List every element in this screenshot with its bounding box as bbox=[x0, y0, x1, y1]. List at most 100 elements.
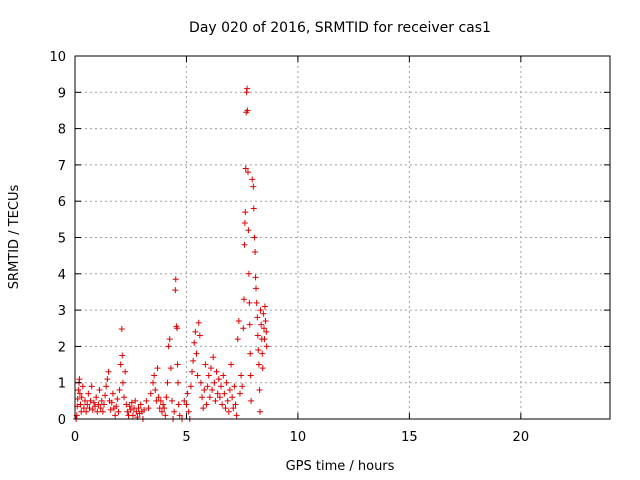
data-point-0-160 bbox=[244, 85, 251, 92]
data-point-0-98 bbox=[176, 412, 183, 419]
grid-lines bbox=[75, 56, 610, 419]
y-tick-label-1: 1 bbox=[58, 377, 66, 392]
data-point-0-131 bbox=[216, 394, 223, 401]
data-point-0-122 bbox=[206, 394, 213, 401]
data-point-0-111 bbox=[194, 372, 201, 379]
data-point-0-116 bbox=[200, 405, 207, 412]
data-point-0-194 bbox=[263, 328, 270, 335]
data-point-0-62 bbox=[135, 405, 142, 412]
data-point-0-151 bbox=[239, 383, 246, 390]
data-point-0-95 bbox=[174, 361, 181, 368]
data-point-0-133 bbox=[219, 401, 226, 408]
data-point-0-185 bbox=[258, 321, 265, 328]
data-point-0-117 bbox=[201, 386, 208, 393]
data-point-0-165 bbox=[246, 299, 253, 306]
data-point-0-105 bbox=[187, 383, 194, 390]
data-point-0-3 bbox=[74, 396, 81, 403]
data-point-0-166 bbox=[246, 321, 253, 328]
data-point-0-71 bbox=[150, 379, 157, 386]
data-point-0-34 bbox=[105, 368, 112, 375]
data-point-0-44 bbox=[116, 386, 123, 393]
data-point-0-180 bbox=[255, 347, 262, 354]
data-point-0-14 bbox=[83, 408, 90, 415]
data-point-0-134 bbox=[220, 372, 227, 379]
data-point-0-132 bbox=[218, 383, 225, 390]
data-point-0-173 bbox=[251, 234, 258, 241]
y-tick-label-8: 8 bbox=[58, 123, 66, 138]
data-point-0-127 bbox=[212, 397, 219, 404]
data-point-0-30 bbox=[100, 401, 107, 408]
data-point-0-92 bbox=[172, 276, 179, 283]
data-point-0-21 bbox=[90, 399, 97, 406]
data-point-0-114 bbox=[197, 379, 204, 386]
data-point-0-75 bbox=[154, 365, 161, 372]
data-point-0-167 bbox=[247, 350, 254, 357]
data-point-0-135 bbox=[221, 390, 228, 397]
data-point-0-113 bbox=[196, 332, 203, 339]
data-point-0-47 bbox=[119, 352, 126, 359]
data-point-0-16 bbox=[85, 390, 92, 397]
data-point-0-181 bbox=[255, 361, 262, 368]
data-point-0-22 bbox=[92, 403, 99, 410]
data-point-0-156 bbox=[242, 209, 249, 216]
data-point-0-13 bbox=[82, 397, 89, 404]
data-point-0-86 bbox=[166, 336, 173, 343]
data-point-0-195 bbox=[263, 343, 270, 350]
data-point-0-101 bbox=[183, 401, 190, 408]
data-point-0-120 bbox=[204, 383, 211, 390]
y-tick-label-5: 5 bbox=[58, 232, 66, 247]
data-point-0-148 bbox=[235, 317, 242, 324]
data-point-0-145 bbox=[232, 401, 239, 408]
data-point-0-27 bbox=[97, 405, 104, 412]
x-tick-label-3: 15 bbox=[401, 430, 418, 445]
data-point-0-154 bbox=[241, 241, 248, 248]
data-point-0-54 bbox=[126, 403, 133, 410]
data-point-0-78 bbox=[157, 397, 164, 404]
y-tick-label-7: 7 bbox=[58, 159, 66, 174]
data-point-0-97 bbox=[175, 401, 182, 408]
x-tick-label-0: 0 bbox=[71, 430, 79, 445]
data-point-0-174 bbox=[252, 249, 259, 256]
data-point-0-141 bbox=[228, 361, 235, 368]
data-point-0-50 bbox=[122, 368, 129, 375]
data-point-0-70 bbox=[147, 390, 154, 397]
data-point-0-7 bbox=[76, 390, 83, 397]
data-point-0-125 bbox=[210, 354, 217, 361]
data-point-0-10 bbox=[78, 394, 85, 401]
data-point-0-147 bbox=[234, 336, 241, 343]
data-point-0-84 bbox=[164, 379, 171, 386]
data-point-0-8 bbox=[77, 401, 84, 408]
data-point-0-60 bbox=[133, 408, 140, 415]
data-point-0-40 bbox=[112, 412, 119, 419]
data-point-0-172 bbox=[250, 205, 257, 212]
data-point-0-118 bbox=[202, 361, 209, 368]
data-point-0-96 bbox=[174, 379, 181, 386]
data-point-0-103 bbox=[185, 408, 192, 415]
data-point-0-59 bbox=[132, 397, 139, 404]
data-point-0-18 bbox=[87, 397, 94, 404]
data-point-0-115 bbox=[199, 394, 206, 401]
data-point-0-90 bbox=[171, 408, 178, 415]
data-point-0-162 bbox=[244, 169, 251, 176]
data-point-0-142 bbox=[229, 394, 236, 401]
data-point-0-33 bbox=[104, 376, 111, 383]
data-point-0-170 bbox=[249, 176, 256, 183]
data-point-0-177 bbox=[253, 299, 260, 306]
data-point-0-41 bbox=[113, 403, 120, 410]
data-point-0-94 bbox=[174, 325, 181, 332]
data-point-0-176 bbox=[253, 285, 260, 292]
data-points bbox=[73, 85, 270, 422]
data-point-0-184 bbox=[257, 307, 264, 314]
y-tick-label-3: 3 bbox=[58, 304, 66, 319]
data-point-0-161 bbox=[244, 107, 251, 114]
data-point-0-149 bbox=[236, 390, 243, 397]
data-point-0-23 bbox=[93, 394, 100, 401]
data-point-0-110 bbox=[193, 350, 200, 357]
data-point-0-36 bbox=[107, 406, 114, 413]
data-point-0-189 bbox=[260, 310, 267, 317]
data-point-0-139 bbox=[225, 408, 232, 415]
y-tick-label-6: 6 bbox=[58, 195, 66, 210]
data-point-0-192 bbox=[261, 303, 268, 310]
data-point-0-25 bbox=[95, 401, 102, 408]
